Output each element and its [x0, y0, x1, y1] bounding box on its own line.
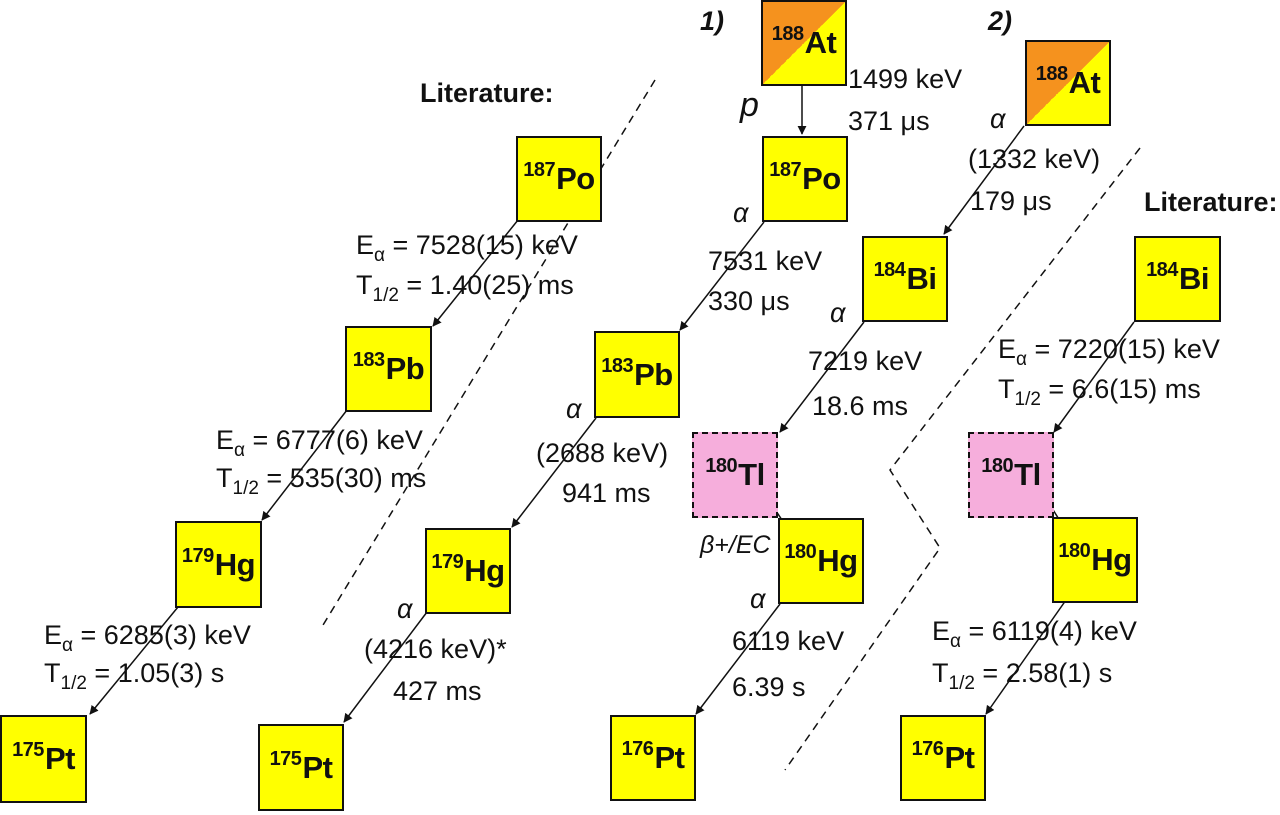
nuclide-bi184-case2: 184Bi — [862, 236, 948, 322]
decay-mode-label: α — [990, 104, 1006, 134]
decay-arrow — [89, 606, 179, 715]
case-2-label: 2) — [988, 6, 1013, 36]
nuclide-pt175-case1: 175Pt — [258, 724, 344, 811]
nuclide-pb183-case1: 183Pb — [594, 331, 680, 418]
nuclide-bi184-literature: 184Bi — [1134, 236, 1221, 322]
half-life-label: 330 μs — [708, 286, 790, 316]
decay-mode-label: p — [740, 86, 759, 124]
alpha-energy-label: Eα = 7528(15) keV — [356, 230, 578, 266]
decay-energy-label: 7531 keV — [708, 246, 823, 276]
decay-arrow — [343, 611, 428, 723]
nuclide-pb183-literature: 183Pb — [345, 326, 432, 412]
decay-arrow — [1053, 321, 1135, 433]
decay-energy-label: 6119 keV — [732, 626, 845, 656]
literature-left-heading: Literature: — [420, 78, 554, 108]
decay-mode-label: α — [733, 198, 749, 228]
literature-right-heading: Literature: — [1144, 187, 1278, 217]
decay-mode-label: α — [750, 584, 766, 614]
half-life-label: 941 ms — [562, 478, 651, 508]
decay-arrow — [432, 219, 519, 327]
half-life-label: T1/2 = 6.6(15) ms — [998, 374, 1201, 410]
decay-arrow — [695, 603, 781, 715]
half-life-label: T1/2 = 2.58(1) s — [932, 658, 1113, 694]
half-life-label: T1/2 = 1.40(25) ms — [356, 270, 574, 306]
decay-arrow — [779, 321, 865, 433]
half-life-label: T1/2 = 1.05(3) s — [44, 658, 225, 694]
nuclide-po187-case1: 187Po — [762, 136, 848, 222]
alpha-energy-label: Eα = 6119(4) keV — [932, 616, 1137, 652]
decay-mode-label: α — [566, 394, 582, 424]
separator-left — [319, 79, 656, 631]
decay-arrow — [261, 409, 348, 521]
nuclide-hg180-case2: 180Hg — [778, 518, 864, 604]
nuclide-hg179-case1: 179Hg — [425, 528, 511, 614]
decay-arrow — [943, 125, 1025, 235]
alpha-energy-label: Eα = 7220(15) keV — [998, 334, 1220, 370]
nuclide-hg180-literature: 180Hg — [1052, 517, 1138, 603]
nuclide-tl180-literature: 180Tl — [968, 432, 1054, 518]
nuclide-hg179-literature: 179Hg — [175, 521, 262, 608]
nuclide-pt175-literature: 175Pt — [0, 715, 87, 803]
decay-arrow — [511, 417, 597, 528]
decay-arrow — [985, 599, 1067, 715]
decay-arrow — [679, 221, 765, 331]
half-life-label: 179 μs — [970, 186, 1052, 216]
decay-energy-label: 1499 keV — [848, 64, 963, 94]
nuclide-pt176-literature: 176Pt — [900, 715, 986, 801]
half-life-label: 427 ms — [393, 676, 482, 706]
nuclide-at188-case1: 188At — [761, 0, 847, 86]
decay-mode-label: α — [397, 594, 413, 624]
decay-energy-label: (1332 keV) — [968, 144, 1101, 174]
decay-energy-label: 7219 keV — [808, 346, 923, 376]
case-1-label: 1) — [700, 6, 725, 36]
nuclide-po187-literature: 187Po — [516, 136, 602, 222]
decay-energy-label: (4216 keV)* — [364, 634, 507, 664]
alpha-energy-label: Eα = 6285(3) keV — [44, 620, 251, 656]
decay-mode-label: α — [830, 298, 846, 328]
separator-middle — [784, 147, 1141, 771]
nuclide-tl180-case2: 180Tl — [692, 432, 778, 518]
half-life-label: 18.6 ms — [812, 391, 909, 421]
nuclide-pt176-case2: 176Pt — [610, 715, 696, 801]
alpha-energy-label: Eα = 6777(6) keV — [216, 425, 423, 461]
decay-energy-label: (2688 keV) — [536, 438, 669, 468]
half-life-label: T1/2 = 535(30) ms — [216, 463, 427, 499]
half-life-label: 371 μs — [848, 106, 930, 136]
decay-mode-label: β+/EC — [700, 531, 771, 559]
nuclide-at188-case2: 188At — [1025, 40, 1111, 126]
half-life-label: 6.39 s — [732, 672, 806, 702]
